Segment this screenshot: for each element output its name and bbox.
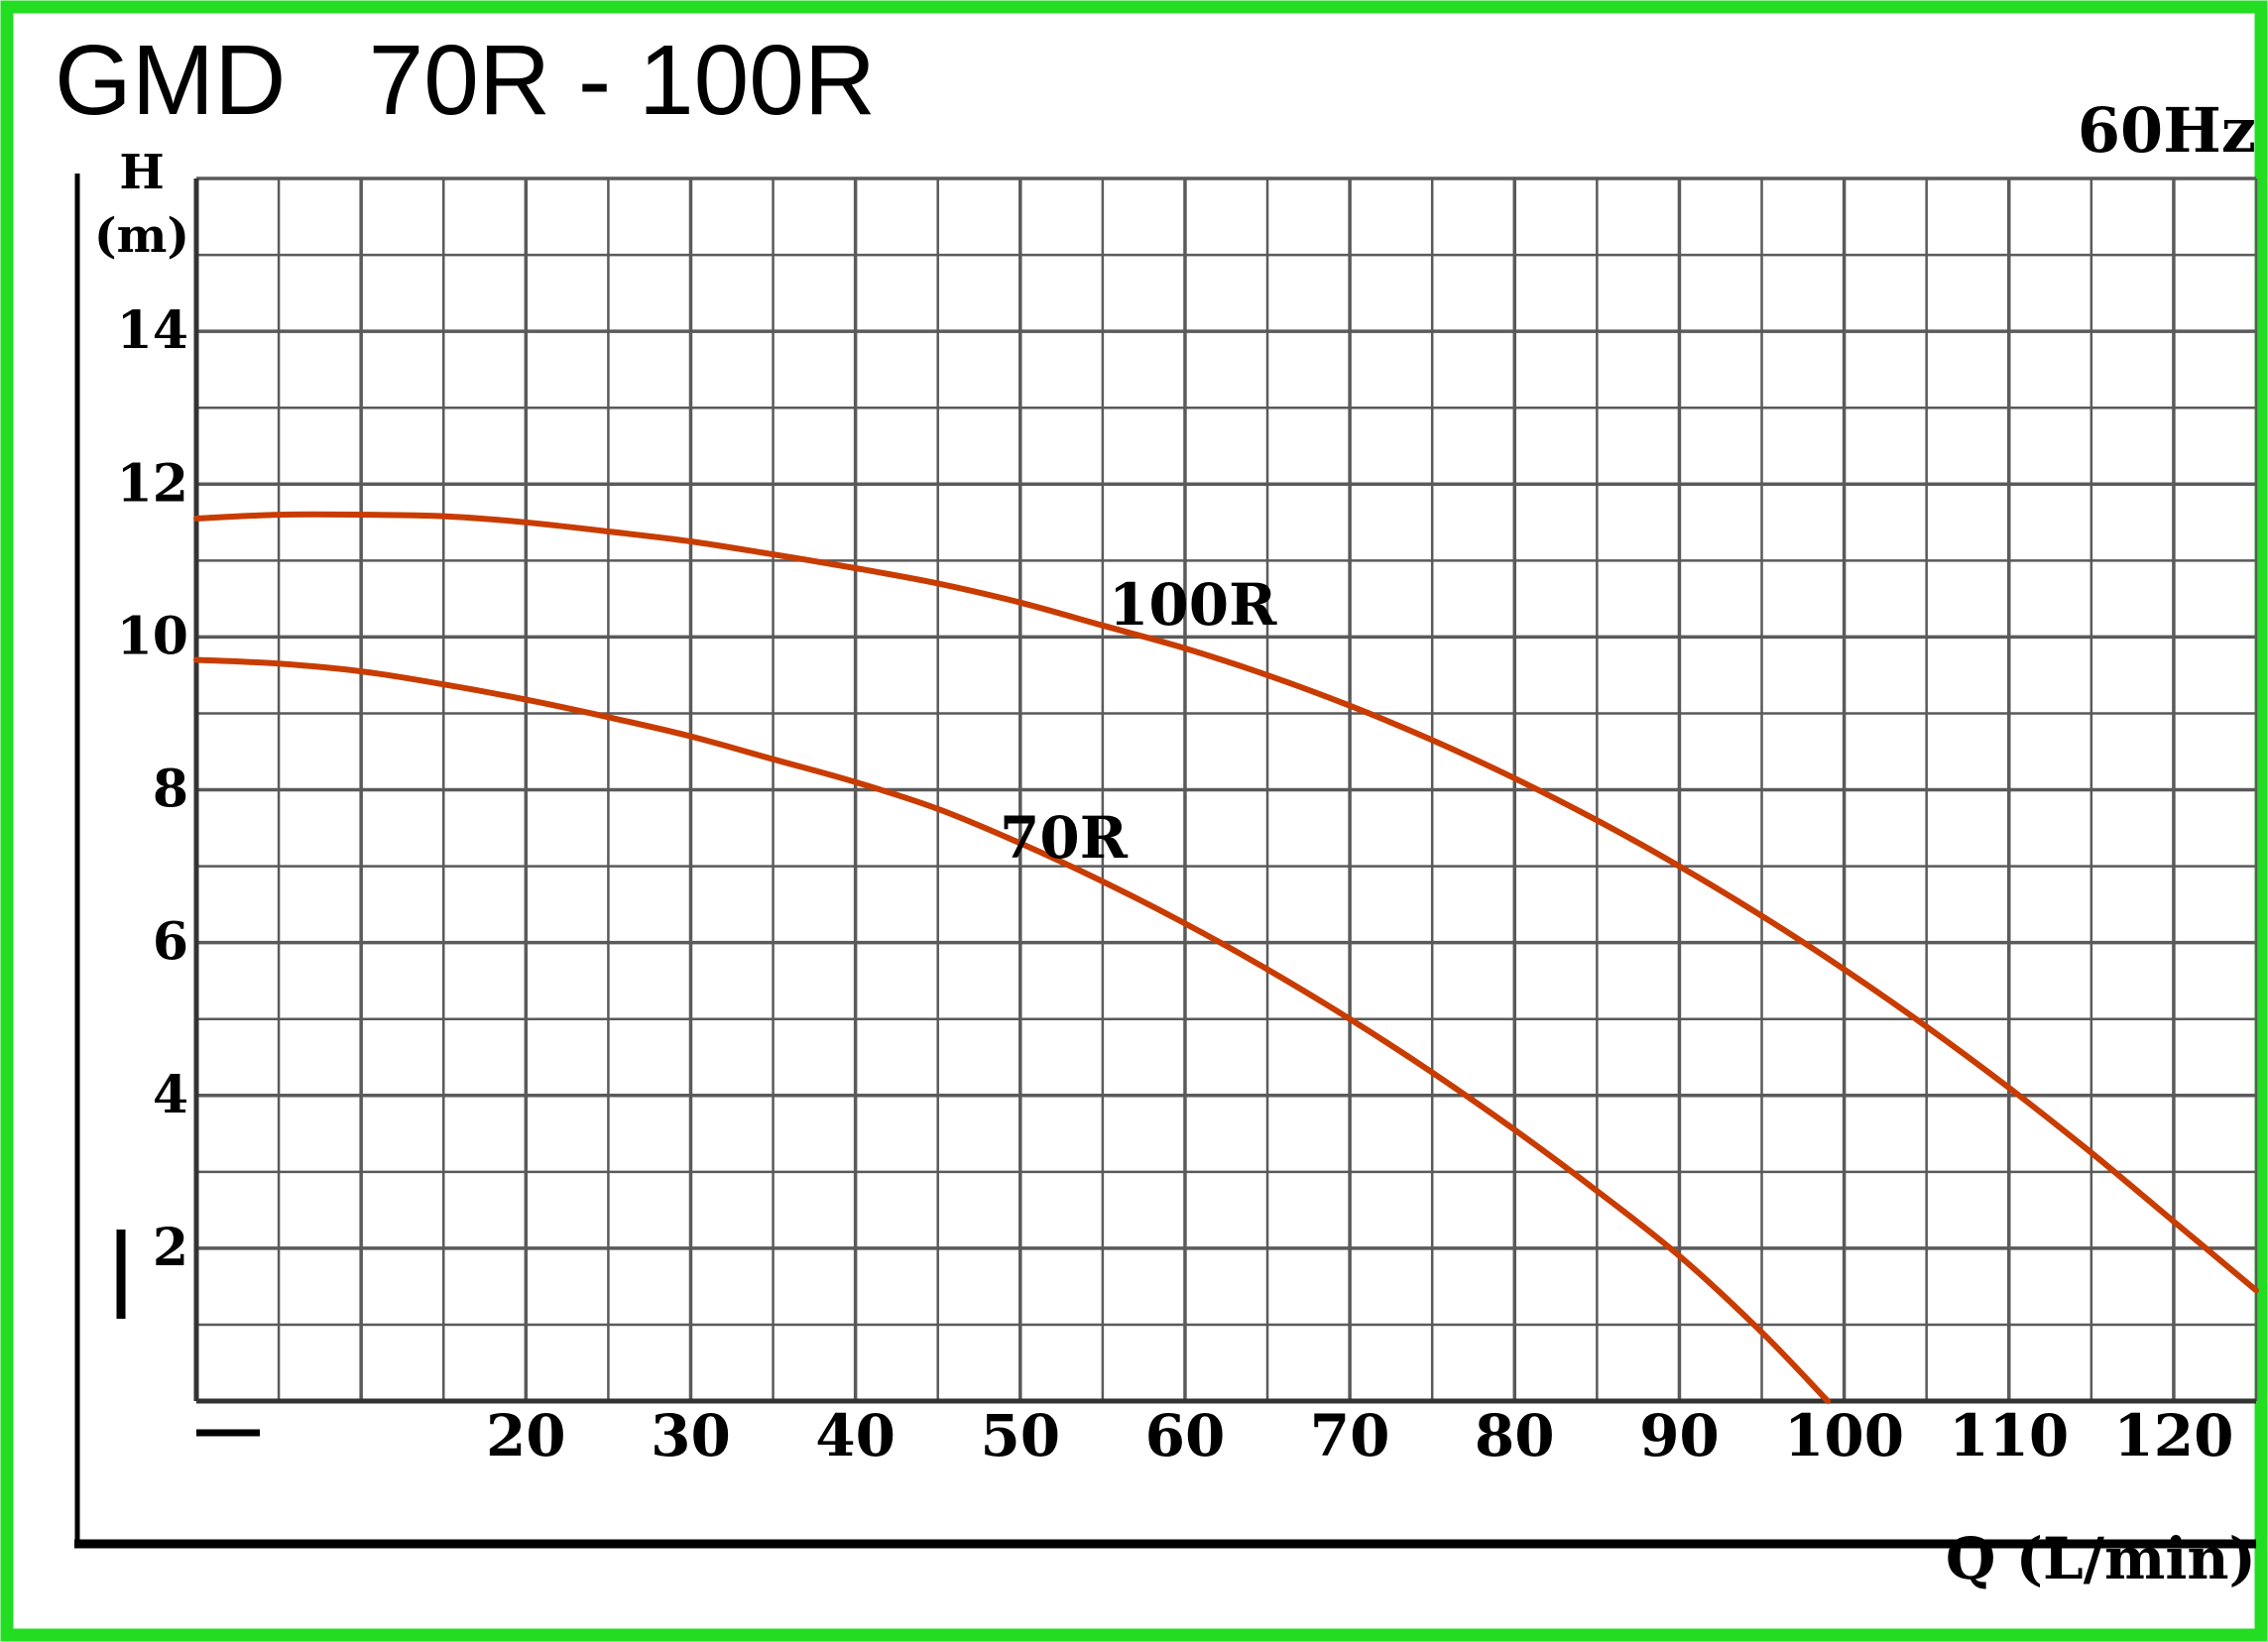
y-axis-label-line1: H [119,145,164,200]
x-tick-label: 60 [1145,1402,1226,1469]
y-tick-label: 14 [117,300,188,361]
y-tick-label: 12 [117,453,188,514]
y-tick-labels: 2 4 6 8 10 12 14 [117,300,188,1278]
y-tick-label: 8 [153,760,188,820]
chart-title: GMD 70R - 100R [55,25,876,136]
x-tick-label: 80 [1475,1402,1555,1469]
x-tick-label: 30 [651,1402,731,1469]
y-tick-label: 10 [117,606,188,666]
x-axis-label: Q (L/min) [1946,1525,2256,1592]
y-axis-label-line2: (m) [94,208,189,264]
x-tick-label: 20 [486,1402,566,1469]
series-label-100R: 100R [1109,571,1277,639]
x-tick-label: 50 [980,1402,1060,1469]
frequency-label: 60Hz [2078,94,2256,167]
series-label-70R: 70R [1000,804,1129,872]
x-tick-label: 40 [815,1402,895,1469]
curves [193,511,2259,1404]
x-tick-labels: 20 30 40 50 60 70 80 90 100 110 120 [486,1402,2233,1469]
x-tick-label: 100 [1784,1402,1904,1469]
x-tick-label: 110 [1949,1402,2069,1469]
grid-lines [194,176,2258,1403]
y-tick-label: 6 [153,912,188,973]
axis-lines [74,174,2256,1549]
series-curve-70R [193,656,1831,1404]
x-tick-label: 120 [2113,1402,2233,1469]
series-curve-100R [193,511,2259,1294]
y-tick-label: 2 [153,1218,188,1278]
x-tick-label: 70 [1310,1402,1390,1469]
x-tick-label: 90 [1639,1402,1720,1469]
y-tick-label: 4 [153,1065,188,1125]
